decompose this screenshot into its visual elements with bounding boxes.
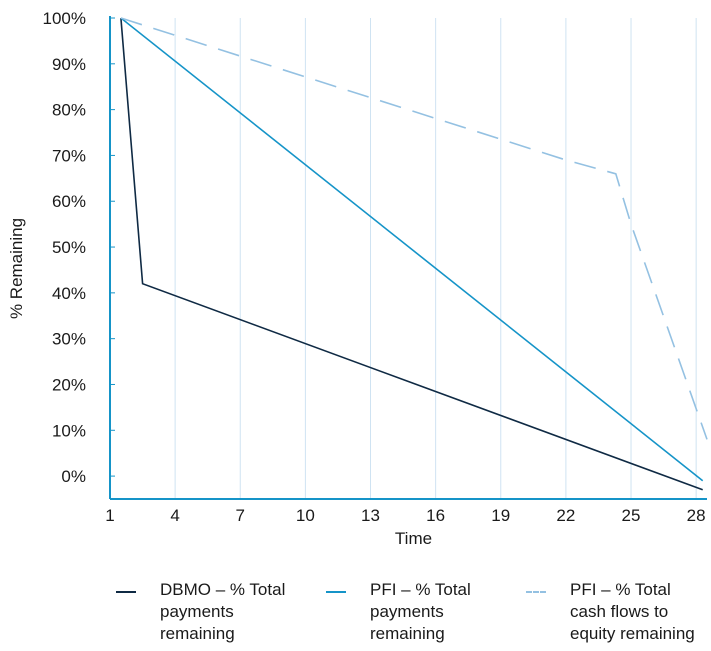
legend-item-dbmo-payments: DBMO – % Total payments remaining — [116, 579, 285, 645]
x-tick-label: 22 — [556, 506, 575, 525]
x-tick-label: 19 — [491, 506, 510, 525]
y-tick-label: 50% — [52, 238, 86, 257]
legend-item-pfi-equity: PFI – % Total cash flows to equity remai… — [526, 579, 695, 645]
y-tick-label: 70% — [52, 146, 86, 165]
y-tick-label: 100% — [43, 9, 86, 28]
series-line-0 — [120, 17, 703, 491]
x-tick-label: 1 — [105, 506, 114, 525]
x-tick-label: 16 — [426, 506, 445, 525]
x-axis-label: Time — [395, 529, 432, 548]
x-tick-label: 10 — [296, 506, 315, 525]
y-tick-label: 90% — [52, 55, 86, 74]
y-tick-label: 80% — [52, 101, 86, 120]
x-tick-label: 28 — [687, 506, 706, 525]
x-tick-label: 25 — [622, 506, 641, 525]
legend-item-pfi-payments: PFI – % Total payments remaining — [326, 579, 471, 645]
y-tick-label: 10% — [52, 421, 86, 440]
legend-label-dbmo-payments: DBMO – % Total payments remaining — [160, 580, 286, 643]
x-tick-label: 13 — [361, 506, 380, 525]
legend-label-pfi-payments: PFI – % Total payments remaining — [370, 580, 471, 643]
axes — [109, 16, 707, 500]
legend-swatch-pfi-equity — [526, 591, 546, 593]
y-axis-label: % Remaining — [7, 218, 26, 319]
series-line-2 — [120, 17, 708, 440]
legend-swatch-pfi-payments — [326, 591, 346, 593]
legend-label-pfi-equity: PFI – % Total cash flows to equity remai… — [570, 580, 695, 643]
x-tick-label: 7 — [236, 506, 245, 525]
y-tick-label: 20% — [52, 375, 86, 394]
tick-labels: 1 4 7 10 13 16 19 22 25 28 0% 10% 20% 30% 40% 50% 60% 70%… — [43, 9, 706, 525]
legend: DBMO – % Total payments remaining PFI – … — [0, 579, 711, 651]
y-tick-label: 30% — [52, 330, 86, 349]
series-line-1 — [120, 17, 704, 482]
gridlines — [174, 18, 697, 499]
y-tick-label: 60% — [52, 192, 86, 211]
x-tick-label: 4 — [170, 506, 179, 525]
series-group — [120, 17, 708, 491]
legend-swatch-dbmo — [116, 591, 136, 593]
y-tick-label: 40% — [52, 284, 86, 303]
line-chart: 1 4 7 10 13 16 19 22 25 28 0% 10% 20% 30% 40% 50% 60% 70%… — [7, 9, 708, 548]
y-tick-label: 0% — [61, 467, 86, 486]
